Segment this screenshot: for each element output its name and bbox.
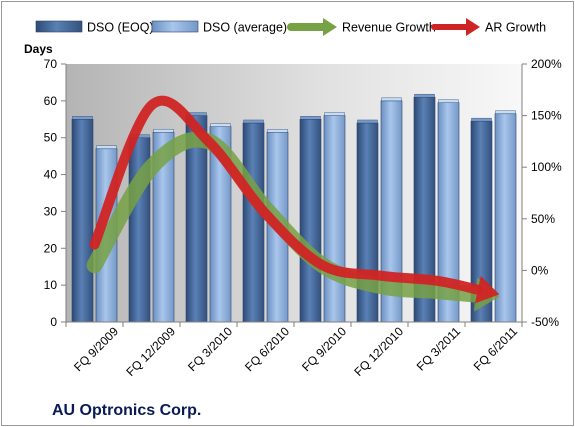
y-left-tick-label: 10 (44, 278, 58, 292)
legend-label-revenue-growth: Revenue Growth (342, 21, 436, 35)
y-left-tick-label: 50 (44, 131, 58, 145)
bar-top-dso-average-fq-12-2010 (381, 97, 402, 102)
x-tick-label-fq-6-2010: FQ 6/2010 (242, 324, 292, 374)
bar-top-dso-eoq-fq-9-2009 (72, 116, 93, 120)
legend-item-dso-eoq: DSO (EOQ) (35, 20, 154, 35)
bar-top-dso-average-fq-6-2011 (495, 110, 516, 114)
x-tick-label-fq-12-2010: FQ 12/2010 (351, 324, 406, 379)
bar-top-dso-eoq-fq-6-2010 (243, 119, 264, 124)
x-tick-label-fq-12-2009: FQ 12/2009 (123, 324, 178, 379)
chart-title: AU Optronics Corp. (52, 402, 201, 419)
y-axis-unit-label: Days (24, 42, 53, 56)
legend-label-dso-eoq: DSO (EOQ) (87, 21, 154, 35)
bar-top-dso-eoq-fq-12-2010 (357, 119, 378, 124)
bar-dso-eoq-fq-6-2010 (242, 122, 265, 323)
y-left-tick-label: 0 (50, 315, 57, 329)
bar-dso-eoq-fq-9-2010 (299, 118, 322, 323)
chart-legend: DSO (EOQ) DSO (average) Revenue Growth AR G… (35, 18, 546, 36)
y-right-tick-label: -50% (531, 315, 559, 329)
bar-top-dso-average-fq-12-2009 (153, 128, 174, 133)
legend-swatch-arrow-revenue-growth (323, 18, 337, 36)
arrowhead-ar-growth (474, 276, 500, 304)
bar-top-dso-eoq-fq-9-2010 (300, 116, 321, 120)
y-left-tick-label: 60 (44, 94, 58, 108)
y-right-tick-label: 150% (531, 109, 562, 123)
legend-item-revenue-growth: Revenue Growth (287, 18, 436, 36)
legend-label-ar-growth: AR Growth (485, 21, 546, 35)
bar-dso-average-fq-6-2011 (494, 113, 517, 323)
x-tick-label-fq-3-2010: FQ 3/2010 (185, 324, 235, 374)
y-left-tick-label: 20 (44, 241, 58, 255)
x-tick-label-fq-9-2009: FQ 9/2009 (71, 324, 121, 374)
legend-swatch-dso-average (151, 20, 199, 33)
bar-top-dso-eoq-fq-6-2011 (471, 117, 492, 122)
bar-top-dso-average-fq-3-2010 (210, 123, 231, 127)
y-left-tick-label: 30 (44, 204, 58, 218)
bar-top-dso-average-fq-3-2011 (438, 99, 459, 103)
y-right-tick-label: 100% (531, 160, 562, 174)
bar-top-dso-eoq-fq-3-2011 (414, 93, 435, 98)
y-right-tick-label: 200% (531, 57, 562, 71)
bar-top-dso-average-fq-9-2009 (96, 145, 117, 149)
x-tick-label-fq-3-2011: FQ 3/2011 (414, 324, 464, 374)
legend-label-dso-average: DSO (average) (203, 21, 287, 35)
x-tick-label-fq-6-2011: FQ 6/2011 (471, 324, 521, 374)
bar-dso-average-fq-9-2010 (323, 115, 346, 323)
legend-item-dso-average: DSO (average) (151, 20, 287, 35)
bar-dso-eoq-fq-9-2009 (71, 118, 94, 323)
bar-top-dso-average-fq-6-2010 (267, 128, 288, 133)
line-ar-growth (89, 95, 483, 295)
legend-swatch-dso-eoq (35, 20, 83, 33)
y-right-tick-label: 50% (531, 212, 555, 226)
legend-swatch-arrow-ar-growth (466, 18, 480, 36)
y-left-tick-label: 70 (44, 57, 58, 71)
bar-top-dso-average-fq-9-2010 (324, 112, 345, 116)
legend-item-ar-growth: AR Growth (431, 18, 546, 36)
growth-lines-layer (86, 95, 500, 312)
x-tick-label-fq-9-2010: FQ 9/2010 (299, 324, 349, 374)
y-left-tick-label: 40 (44, 168, 58, 182)
y-right-tick-label: 0% (531, 263, 549, 277)
